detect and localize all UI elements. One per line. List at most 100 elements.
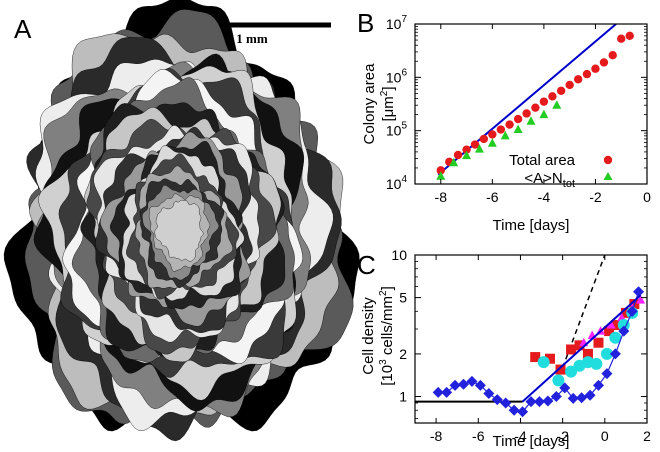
scale-bar-label: 1 mm xyxy=(236,31,268,46)
diamond-point xyxy=(592,379,604,391)
circle-point xyxy=(617,319,630,332)
total-area-point xyxy=(591,64,600,73)
total-area-point xyxy=(436,166,445,175)
diamond-point xyxy=(466,375,478,387)
total-area-point xyxy=(539,97,549,106)
circle-point xyxy=(565,365,578,378)
a-ntot-point xyxy=(539,109,549,119)
diamond-point xyxy=(618,325,630,337)
panel-b-xtick-label: -6 xyxy=(486,189,499,205)
a-ntot-point xyxy=(436,171,446,180)
circle-point xyxy=(552,374,565,387)
panel-b-ytick-label: 105 xyxy=(386,121,408,139)
triangle-point xyxy=(606,320,616,329)
a-ntot-point xyxy=(462,150,472,160)
panel-c-xtick-label: -4 xyxy=(514,428,527,444)
panel-c-letter: C xyxy=(357,250,376,280)
panel-c-xtick-label: -8 xyxy=(430,428,443,444)
panel-c-ytick-label: 1 xyxy=(399,389,407,405)
circle-point xyxy=(600,347,613,360)
diamond-point xyxy=(449,379,461,391)
panel-c-ylabel-units: [103 cells/mm2] xyxy=(378,286,396,386)
circle-point xyxy=(537,356,550,369)
diamond-point xyxy=(508,404,520,416)
total-area-point xyxy=(608,51,617,60)
panel-c-xlabel: Time [days] xyxy=(493,433,570,450)
a-ntot-point xyxy=(487,138,497,147)
panel-b-ylabel-units: [μm2] xyxy=(379,86,397,121)
diamond-point xyxy=(525,396,537,408)
panel-a-letter: A xyxy=(14,14,32,44)
total-area-point xyxy=(565,80,574,90)
panel-c-xtick-label: 0 xyxy=(601,428,609,444)
diamond-point xyxy=(491,394,503,406)
diamond-point xyxy=(601,368,613,380)
diamond-point xyxy=(567,392,579,404)
legend-total-area-marker xyxy=(603,155,613,165)
panel-b-xtick-label: -4 xyxy=(538,189,551,205)
triangle-point xyxy=(636,295,646,304)
square-point xyxy=(612,320,623,331)
a-ntot-point xyxy=(449,157,459,167)
total-area-point xyxy=(462,145,471,154)
legend-a-ntot-marker xyxy=(603,172,613,180)
a-ntot-point xyxy=(552,100,562,109)
diamond-point xyxy=(559,382,571,394)
square-point xyxy=(544,353,555,364)
total-area-point xyxy=(505,120,514,129)
panel-b-legend: Total area <A>Ntot xyxy=(509,152,613,190)
total-area-point xyxy=(599,58,609,67)
total-area-point xyxy=(573,75,583,84)
square-point xyxy=(604,326,615,337)
circle-point xyxy=(609,331,622,344)
square-point xyxy=(582,348,593,359)
panel-b-xlabel: Time [days] xyxy=(493,217,570,234)
total-area-point xyxy=(617,34,626,43)
diamond-point xyxy=(609,348,621,360)
legend-a-ntot-label: <A>Ntot xyxy=(524,170,575,190)
square-point xyxy=(620,307,631,318)
diamond-point xyxy=(584,389,596,401)
diamond-point xyxy=(458,378,470,390)
panel-c-xtick-label: 2 xyxy=(643,428,651,444)
square-point xyxy=(566,344,577,355)
circle-point xyxy=(590,357,603,370)
legend-total-area-label: Total area xyxy=(509,152,576,169)
diamond-point xyxy=(550,391,562,403)
square-point xyxy=(555,364,566,375)
panel-a: A 1 mm xyxy=(3,0,360,442)
panel-b-xtick-label: -2 xyxy=(589,189,602,205)
total-area-point xyxy=(479,134,489,144)
diamond-point xyxy=(483,388,495,400)
diamond-point xyxy=(533,396,545,408)
diamond-point xyxy=(441,386,453,398)
panel-c-xtick-label: -6 xyxy=(472,428,485,444)
panel-b-xtick-label: -8 xyxy=(435,189,448,205)
total-area-point xyxy=(625,31,634,41)
diamond-point xyxy=(517,406,529,418)
panel-b-ylabel-line1: Colony area xyxy=(361,63,378,145)
panel-b-ytick-label: 106 xyxy=(386,67,408,85)
panel-c-ytick-label: 2 xyxy=(399,346,407,362)
total-area-point xyxy=(513,114,523,124)
colony-contour-ring xyxy=(154,199,204,262)
panel-c-fit-line xyxy=(521,294,642,403)
total-area-point xyxy=(556,86,566,95)
panel-c-ytick-label: 5 xyxy=(399,290,407,306)
diamond-point xyxy=(626,305,638,317)
a-ntot-point xyxy=(513,124,523,134)
diamond-point xyxy=(500,397,512,409)
diamond-point xyxy=(542,395,554,407)
total-area-point xyxy=(548,92,557,101)
panel-b-ylabel: Colony area xyxy=(361,63,378,145)
total-area-point xyxy=(488,130,497,139)
square-point xyxy=(530,352,541,363)
diamond-point xyxy=(474,379,486,391)
a-ntot-point xyxy=(500,130,510,140)
a-ntot-point xyxy=(526,116,536,125)
panel-c-plot-area xyxy=(415,255,646,418)
panel-b-ytick-label: 104 xyxy=(386,174,408,192)
panel-b-axes: -8 -6 -4 -2 0 104 105 106 107 xyxy=(386,14,651,205)
total-area-point xyxy=(470,140,480,149)
colony-contour-image xyxy=(3,0,360,442)
